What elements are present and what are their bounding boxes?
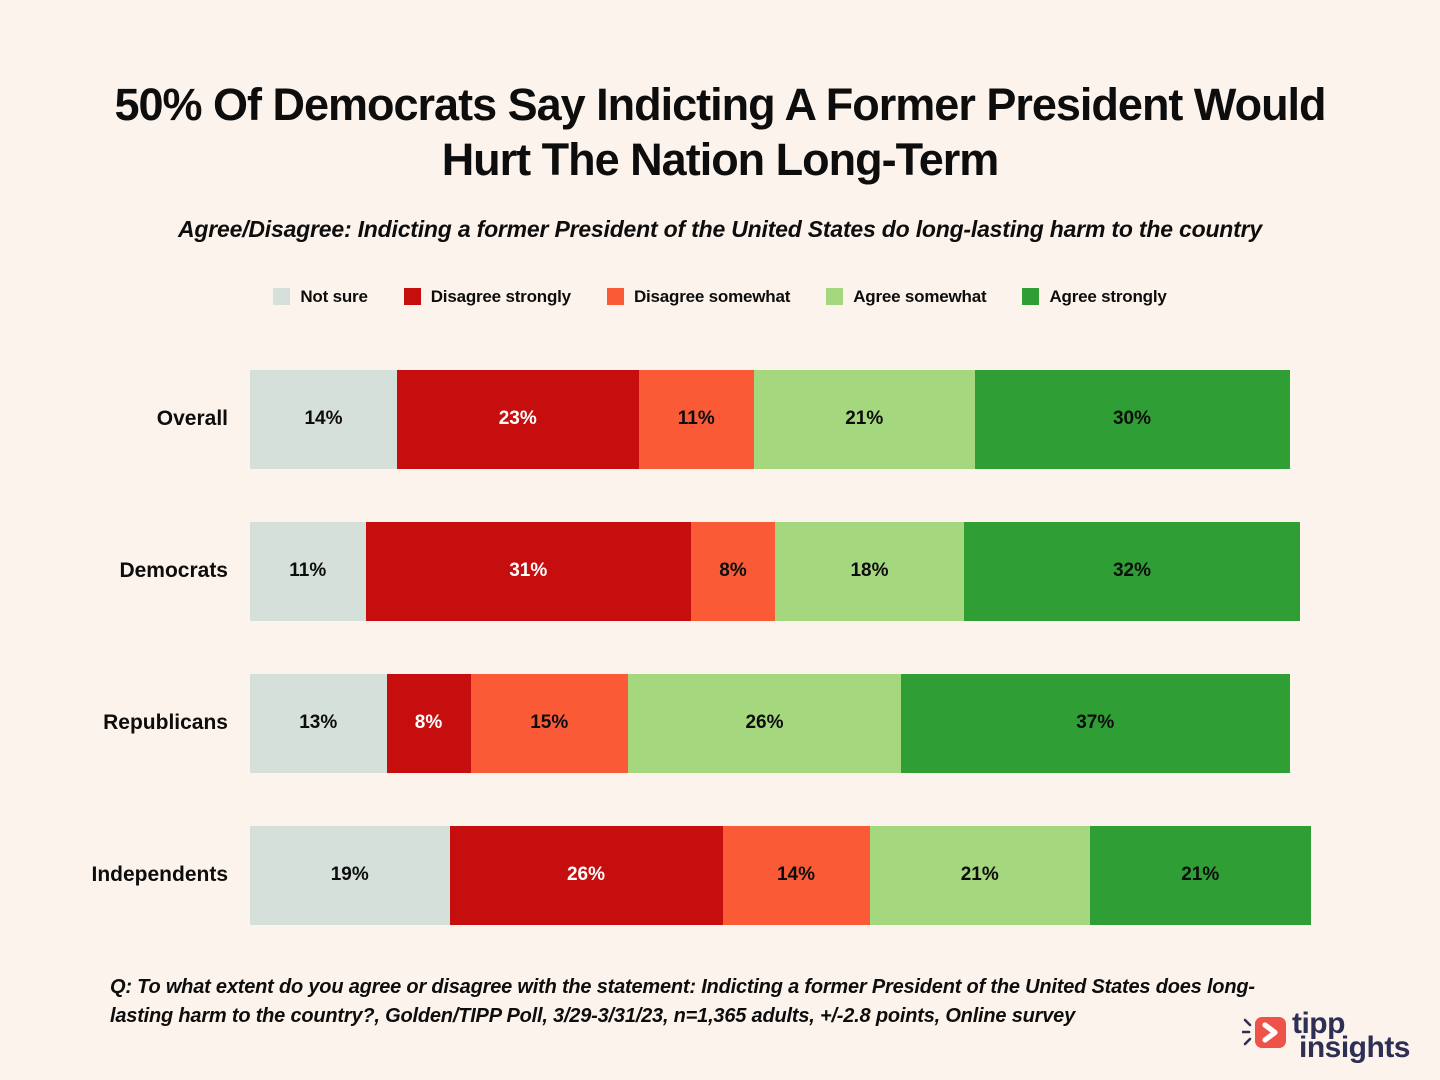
- bar-segment-independents-disagree-strongly: 26%: [449, 825, 723, 925]
- page-subtitle: Agree/Disagree: Indicting a former Presi…: [178, 215, 1262, 242]
- row-label-democrats: Democrats: [119, 559, 228, 583]
- legend-item-not-sure: Not sure: [273, 286, 368, 307]
- chart-row-republicans: Republicans 13% 8% 15% 26% 37%: [0, 673, 1440, 773]
- bar-segment-republicans-disagree-somewhat: 15%: [470, 673, 628, 773]
- stacked-bar-chart: Overall 14% 23% 11% 21% 30% Democrats 11% 31% 8% 1…: [0, 369, 1440, 925]
- legend-swatch-not-sure: [273, 288, 291, 306]
- chart-row-democrats: Democrats 11% 31% 8% 18% 32%: [0, 521, 1440, 621]
- bar-segment-overall-agree-strongly: 30%: [974, 369, 1290, 469]
- bar-segment-democrats-agree-strongly: 32%: [964, 521, 1300, 621]
- row-bars-democrats: 11% 31% 8% 18% 32%: [250, 521, 1300, 621]
- legend-item-disagree-somewhat: Disagree somewhat: [606, 286, 791, 307]
- row-label-independents: Independents: [91, 863, 228, 887]
- row-bars-independents: 19% 26% 14% 21% 21%: [250, 825, 1311, 925]
- bar-segment-independents-not-sure: 19%: [250, 825, 450, 925]
- legend-swatch-disagree-strongly: [403, 288, 421, 306]
- logo-word-insights: insights: [1298, 1031, 1411, 1064]
- logo-word-tipp: tipp: [1291, 1007, 1345, 1040]
- bar-segment-overall-not-sure: 14%: [250, 369, 397, 469]
- bar-segment-democrats-agree-somewhat: 18%: [775, 521, 964, 621]
- bar-segment-independents-disagree-somewhat: 14%: [722, 825, 870, 925]
- page-title: 50% Of Democrats Say Indicting A Former …: [114, 79, 1326, 185]
- legend-label-disagree-strongly: Disagree strongly: [430, 286, 571, 306]
- bar-segment-overall-agree-somewhat: 21%: [754, 369, 975, 469]
- row-bars-overall: 14% 23% 11% 21% 30%: [250, 369, 1290, 469]
- chart-legend: Not sure Disagree strongly Disagree somewh…: [0, 287, 1440, 307]
- bar-segment-republicans-agree-strongly: 37%: [901, 673, 1290, 773]
- legend-swatch-agree-strongly: [1022, 288, 1040, 306]
- bar-segment-democrats-disagree-somewhat: 8%: [691, 521, 775, 621]
- bar-segment-overall-disagree-somewhat: 11%: [638, 369, 754, 469]
- bar-segment-republicans-agree-somewhat: 26%: [628, 673, 901, 773]
- bar-segment-republicans-not-sure: 13%: [250, 673, 387, 773]
- legend-label-agree-strongly: Agree strongly: [1049, 286, 1167, 306]
- legend-label-disagree-somewhat: Disagree somewhat: [633, 286, 791, 306]
- tipp-megaphone-icon: [1241, 1017, 1286, 1048]
- legend-swatch-agree-somewhat: [826, 288, 844, 306]
- bar-segment-overall-disagree-strongly: 23%: [397, 369, 639, 469]
- source-note-line1: Q: To what extent do you agree or disagr…: [110, 975, 1255, 998]
- legend-item-agree-strongly: Agree strongly: [1022, 286, 1167, 307]
- legend-item-disagree-strongly: Disagree strongly: [403, 286, 571, 307]
- legend-label-agree-somewhat: Agree somewhat: [853, 286, 987, 306]
- bar-segment-democrats-disagree-strongly: 31%: [365, 521, 691, 621]
- chart-row-overall: Overall 14% 23% 11% 21% 30%: [0, 369, 1440, 469]
- legend-item-agree-somewhat: Agree somewhat: [826, 286, 987, 307]
- row-bars-republicans: 13% 8% 15% 26% 37%: [250, 673, 1290, 773]
- row-label-overall: Overall: [156, 407, 228, 431]
- row-label-republicans: Republicans: [103, 711, 228, 735]
- source-note: Q: To what extent do you agree or disagr…: [110, 973, 1360, 1031]
- chart-row-independents: Independents 19% 26% 14% 21% 21%: [0, 825, 1440, 925]
- legend-swatch-disagree-somewhat: [606, 288, 624, 306]
- tipp-insights-logo: tipp insights: [1241, 1007, 1411, 1064]
- source-note-line2: lasting harm to the country?, Golden/TIP…: [110, 1004, 1076, 1027]
- bar-segment-republicans-disagree-strongly: 8%: [386, 673, 471, 773]
- bar-segment-democrats-not-sure: 11%: [250, 521, 366, 621]
- legend-label-not-sure: Not sure: [300, 286, 368, 306]
- bar-segment-independents-agree-somewhat: 21%: [869, 825, 1090, 925]
- bar-segment-independents-agree-strongly: 21%: [1090, 825, 1311, 925]
